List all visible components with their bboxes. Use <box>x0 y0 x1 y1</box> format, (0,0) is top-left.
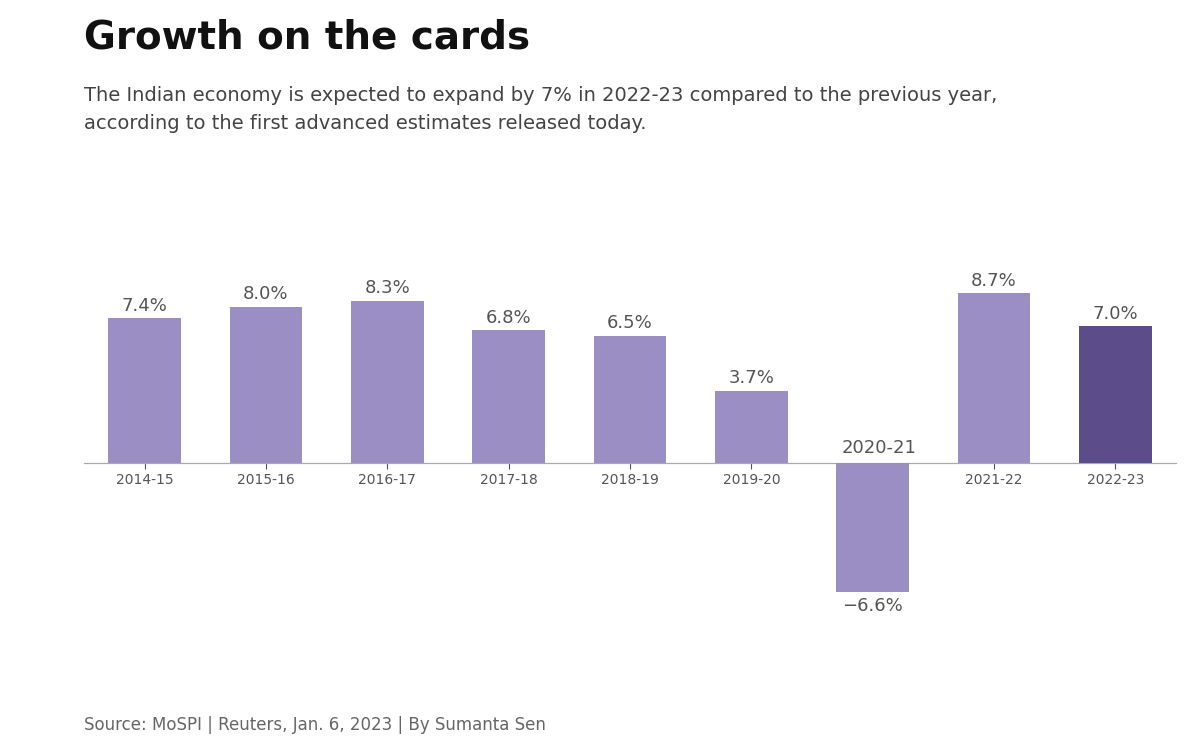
Text: 2020-21: 2020-21 <box>841 439 916 457</box>
Bar <box>1079 326 1152 463</box>
Text: 8.7%: 8.7% <box>971 271 1016 290</box>
Text: 3.7%: 3.7% <box>728 369 774 387</box>
Bar <box>594 336 666 463</box>
Text: 7.0%: 7.0% <box>1092 305 1138 323</box>
Bar <box>108 318 181 463</box>
Bar <box>350 301 424 463</box>
Text: 8.0%: 8.0% <box>244 285 289 303</box>
Bar <box>715 390 787 463</box>
Text: 7.4%: 7.4% <box>121 297 168 315</box>
Bar <box>229 307 302 463</box>
Text: The Indian economy is expected to expand by 7% in 2022-23 compared to the previo: The Indian economy is expected to expand… <box>84 86 997 133</box>
Text: Source: MoSPI | Reuters, Jan. 6, 2023 | By Sumanta Sen: Source: MoSPI | Reuters, Jan. 6, 2023 | … <box>84 716 546 734</box>
Bar <box>836 463 910 592</box>
Text: 6.8%: 6.8% <box>486 308 532 326</box>
Bar <box>958 293 1031 463</box>
Bar <box>473 330 545 463</box>
Text: Growth on the cards: Growth on the cards <box>84 19 530 57</box>
Text: −6.6%: −6.6% <box>842 597 904 615</box>
Text: 8.3%: 8.3% <box>365 279 410 297</box>
Text: 6.5%: 6.5% <box>607 314 653 332</box>
